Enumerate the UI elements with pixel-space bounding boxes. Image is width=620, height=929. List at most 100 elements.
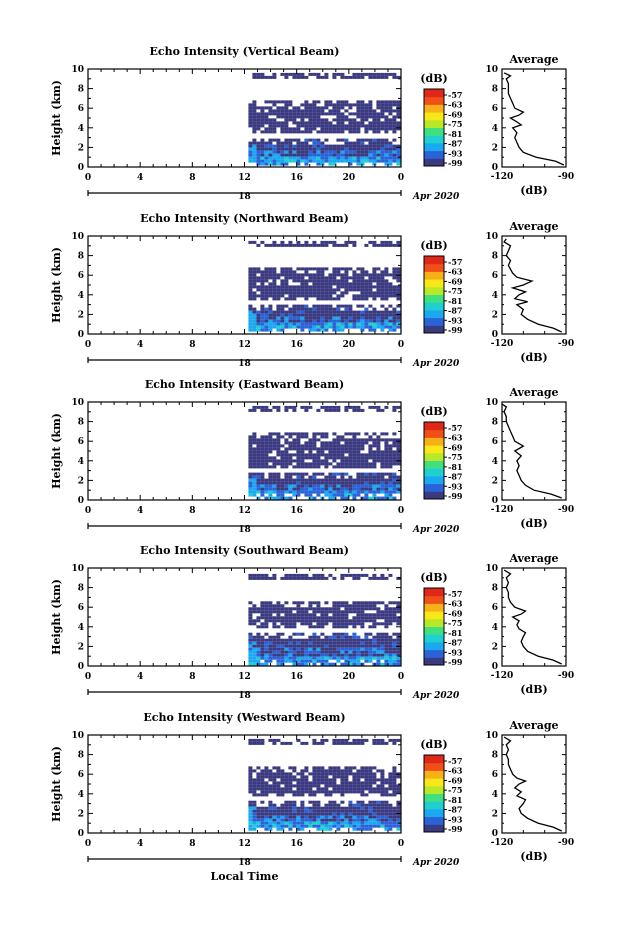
echo-cell bbox=[312, 325, 317, 329]
echo-cell bbox=[256, 444, 261, 448]
echo-cell bbox=[252, 812, 257, 816]
echo-cell bbox=[372, 138, 377, 142]
echo-cell bbox=[292, 75, 297, 79]
echo-cell bbox=[376, 656, 381, 660]
echo-cell bbox=[332, 806, 337, 810]
month-label: Apr 2020 bbox=[412, 691, 460, 701]
echo-cell bbox=[308, 659, 313, 663]
echo-cell bbox=[300, 601, 305, 605]
echo-cell bbox=[316, 638, 321, 642]
echo-cell bbox=[360, 156, 365, 160]
echo-cell bbox=[396, 487, 401, 491]
echo-cell bbox=[376, 273, 381, 277]
echo-cell bbox=[280, 282, 285, 286]
echo-cell bbox=[252, 484, 257, 488]
echo-cell bbox=[248, 741, 253, 745]
echo-cell bbox=[352, 490, 357, 494]
colorbar-tick-label: -69 bbox=[448, 442, 463, 452]
echo-cell bbox=[324, 465, 329, 469]
echo-cell bbox=[268, 147, 273, 151]
echo-cell bbox=[292, 319, 297, 323]
echo-cell bbox=[380, 240, 385, 244]
echo-cell bbox=[256, 490, 261, 494]
echo-cell bbox=[272, 806, 277, 810]
echo-cell bbox=[284, 273, 289, 277]
echo-cell bbox=[372, 127, 377, 131]
echo-cell bbox=[336, 784, 341, 788]
echo-cell bbox=[344, 601, 349, 605]
panel-title: Echo Intensity (Vertical Beam) bbox=[149, 45, 339, 58]
profile-y-tick-label: 2 bbox=[492, 143, 498, 153]
echo-cell bbox=[384, 619, 389, 623]
echo-cell bbox=[292, 659, 297, 663]
echo-cell bbox=[376, 453, 381, 457]
echo-cell bbox=[392, 243, 397, 247]
echo-cell bbox=[280, 100, 285, 104]
echo-cell bbox=[312, 775, 317, 779]
echo-cell bbox=[376, 276, 381, 280]
echo-cell bbox=[308, 475, 313, 479]
echo-cell bbox=[292, 656, 297, 660]
echo-cell bbox=[328, 781, 333, 785]
echo-cell bbox=[296, 441, 301, 445]
echo-cell bbox=[348, 465, 353, 469]
colorbar-swatch bbox=[424, 808, 444, 818]
echo-cell bbox=[252, 738, 257, 742]
echo-cell bbox=[380, 622, 385, 626]
echo-cell bbox=[288, 291, 293, 295]
echo-cell bbox=[276, 490, 281, 494]
y-axis-label: Height (km) bbox=[50, 80, 63, 156]
echo-cell bbox=[348, 313, 353, 317]
echo-cell bbox=[392, 650, 397, 654]
echo-cell bbox=[360, 288, 365, 292]
echo-cell bbox=[340, 573, 345, 577]
echo-cell bbox=[388, 824, 393, 828]
echo-cell bbox=[268, 408, 273, 412]
echo-cell bbox=[256, 118, 261, 122]
echo-cell bbox=[332, 815, 337, 819]
echo-cell bbox=[352, 487, 357, 491]
echo-cell bbox=[292, 118, 297, 122]
echo-cell bbox=[324, 809, 329, 813]
echo-cell bbox=[312, 456, 317, 460]
echo-cell bbox=[324, 276, 329, 280]
echo-cell bbox=[288, 625, 293, 629]
echo-cell bbox=[260, 481, 265, 485]
echo-cell bbox=[380, 325, 385, 329]
y-tick-label: 8 bbox=[78, 85, 84, 95]
echo-cell bbox=[312, 741, 317, 745]
echo-cell bbox=[388, 153, 393, 157]
echo-cell bbox=[268, 156, 273, 160]
echo-cell bbox=[344, 490, 349, 494]
x-tick-label: 8 bbox=[189, 672, 195, 682]
echo-cell bbox=[312, 444, 317, 448]
echo-cell bbox=[388, 827, 393, 831]
profile-y-tick-label: 10 bbox=[485, 398, 498, 408]
echo-cell bbox=[352, 484, 357, 488]
echo-cell bbox=[324, 653, 329, 657]
echo-cell bbox=[316, 316, 321, 320]
echo-cell bbox=[344, 478, 349, 482]
echo-cell bbox=[336, 112, 341, 116]
echo-cell bbox=[272, 316, 277, 320]
echo-cell bbox=[360, 472, 365, 476]
echo-cell bbox=[328, 766, 333, 770]
echo-cell bbox=[248, 316, 253, 320]
echo-cell bbox=[284, 150, 289, 154]
echo-cell bbox=[368, 607, 373, 611]
echo-cell bbox=[316, 824, 321, 828]
echo-cell bbox=[376, 790, 381, 794]
echo-cell bbox=[264, 632, 269, 636]
echo-cell bbox=[252, 604, 257, 608]
echo-cell bbox=[332, 267, 337, 271]
echo-cell bbox=[308, 153, 313, 157]
echo-cell bbox=[340, 775, 345, 779]
echo-cell bbox=[344, 282, 349, 286]
echo-cell bbox=[340, 650, 345, 654]
echo-cell bbox=[360, 793, 365, 797]
colorbar-swatch bbox=[424, 96, 444, 105]
echo-cell bbox=[372, 328, 377, 332]
echo-cell bbox=[360, 653, 365, 657]
echo-cell bbox=[388, 818, 393, 822]
echo-cell bbox=[304, 790, 309, 794]
